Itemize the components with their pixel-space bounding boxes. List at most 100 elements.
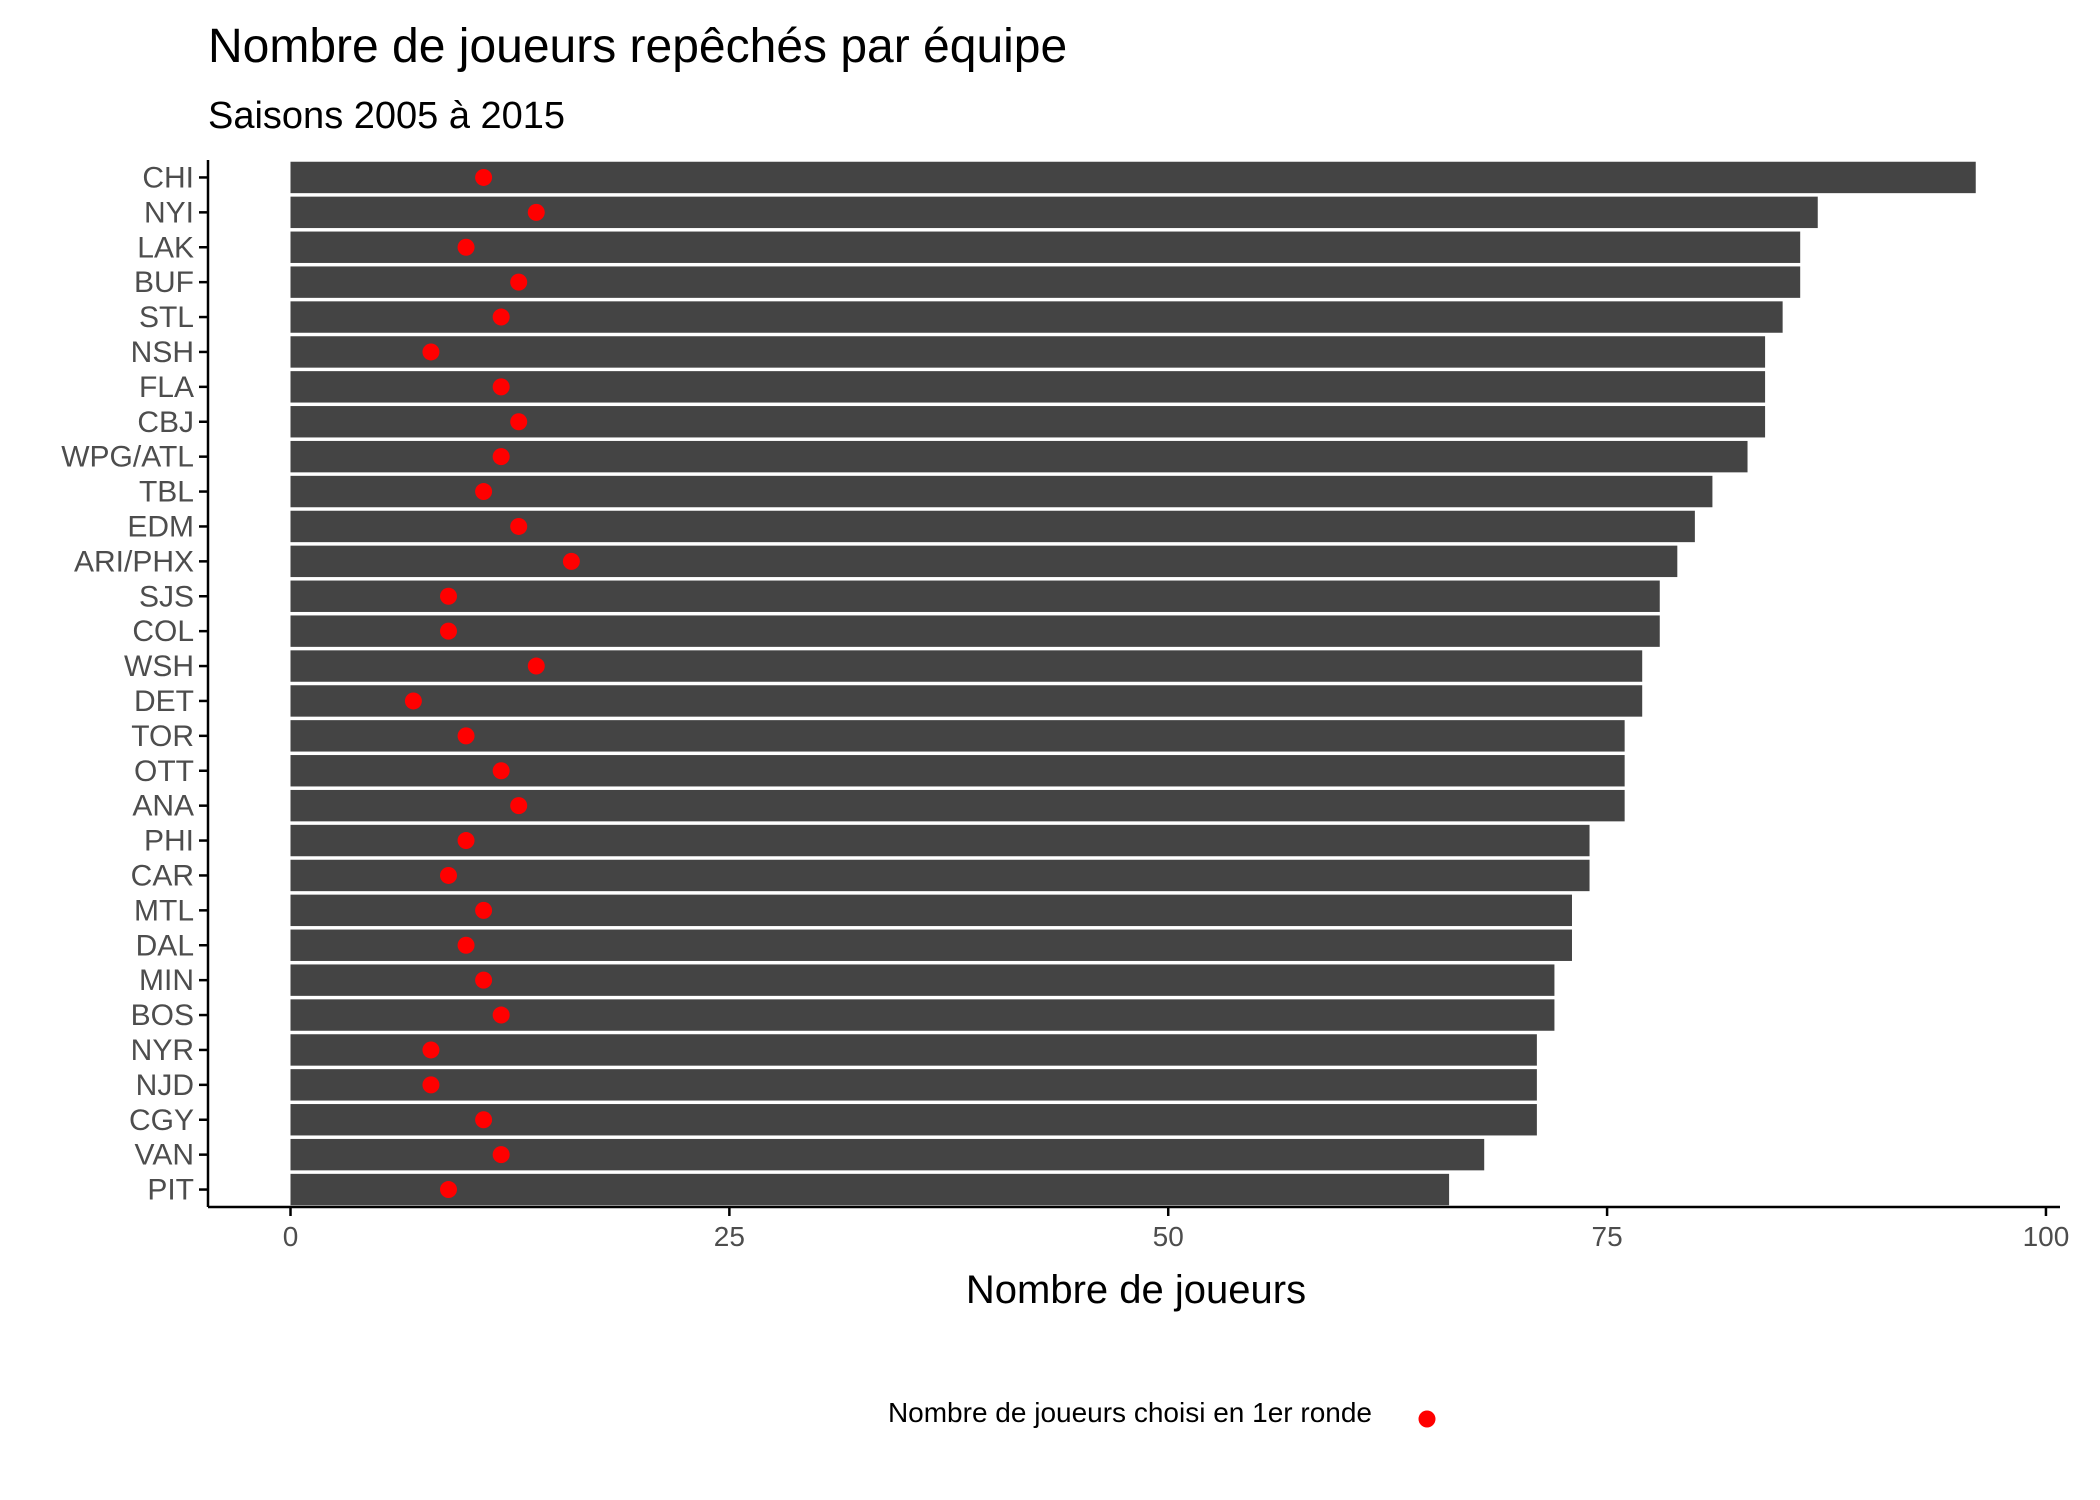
legend-marker [1418, 1410, 1436, 1428]
y-tick-label-fla: FLA [139, 371, 194, 404]
point-njd [422, 1076, 440, 1094]
legend-label: Nombre de joueurs choisi en 1er ronde [888, 1397, 1372, 1428]
bar-ott [290, 755, 1625, 787]
bar-nyi [290, 196, 1818, 229]
point-buf [510, 273, 528, 291]
bar-pit [290, 1173, 1450, 1206]
legend: Nombre de joueurs choisi en 1er ronde [888, 1397, 1436, 1428]
bar-stl [290, 301, 1783, 333]
y-tick-label-lak: LAK [137, 231, 194, 264]
bar-phi [290, 824, 1590, 857]
bar-cbj [290, 406, 1766, 438]
y-tick-label-dal: DAL [136, 929, 194, 962]
bar-wsh [290, 650, 1643, 682]
point-pit [439, 1181, 457, 1199]
bar-nyr [290, 1034, 1537, 1066]
x-tick-label: 100 [2023, 1221, 2070, 1252]
point-nyr [422, 1041, 440, 1059]
point-tor [457, 727, 475, 745]
x-tick-label: 25 [714, 1221, 745, 1252]
bar-sjs [290, 580, 1660, 612]
point-edm [510, 517, 528, 535]
point-mtl [475, 901, 493, 919]
plot-area: CHINYILAKBUFSTLNSHFLACBJWPG/ATLTBLEDMARI… [61, 161, 2069, 1252]
y-tick-label-cgy: CGY [129, 1104, 194, 1137]
y-tick-label-nsh: NSH [131, 336, 194, 369]
x-axis-label: Nombre de joueurs [966, 1268, 1306, 1312]
x-tick-label: 0 [283, 1221, 299, 1252]
point-ari-phx [562, 552, 580, 570]
point-sjs [439, 587, 457, 605]
bar-col [290, 615, 1660, 647]
point-fla [492, 378, 510, 396]
point-nsh [422, 343, 440, 361]
y-tick-label-tbl: TBL [139, 476, 194, 509]
bar-tbl [290, 475, 1713, 508]
point-ana [510, 797, 528, 815]
point-dal [457, 936, 475, 954]
chart-title: Nombre de joueurs repêchés par équipe [208, 20, 1067, 73]
x-tick-label: 75 [1592, 1221, 1623, 1252]
y-tick-label-ana: ANA [132, 790, 194, 823]
point-wsh [527, 657, 545, 675]
bar-mtl [290, 894, 1572, 927]
y-tick-label-nyi: NYI [144, 196, 194, 229]
bar-fla [290, 371, 1766, 403]
point-cbj [510, 413, 528, 431]
y-tick-label-ott: OTT [134, 755, 194, 788]
y-tick-label-edm: EDM [127, 510, 194, 543]
y-tick-label-tor: TOR [131, 720, 194, 753]
y-tick-label-bos: BOS [131, 999, 194, 1032]
y-tick-label-min: MIN [139, 964, 194, 997]
y-tick-label-car: CAR [131, 859, 194, 892]
bar-wpg-atl [290, 440, 1748, 473]
y-tick-label-chi: CHI [142, 161, 194, 194]
point-ott [492, 762, 510, 780]
bar-ari-phx [290, 545, 1678, 578]
point-phi [457, 832, 475, 850]
bar-chi [290, 161, 1976, 194]
y-tick-label-wsh: WSH [124, 650, 194, 683]
y-tick-label-pit: PIT [147, 1174, 194, 1207]
x-tick-label: 50 [1153, 1221, 1184, 1252]
y-tick-label-sjs: SJS [139, 580, 194, 613]
bar-min [290, 964, 1555, 996]
bar-bos [290, 999, 1555, 1031]
y-tick-label-cbj: CBJ [137, 406, 194, 439]
bar-buf [290, 266, 1801, 298]
point-bos [492, 1006, 510, 1024]
point-cgy [475, 1111, 493, 1129]
point-wpg-atl [492, 448, 510, 466]
point-tbl [475, 483, 493, 501]
point-det [404, 692, 422, 710]
bar-det [290, 685, 1643, 717]
point-nyi [527, 203, 545, 221]
point-col [439, 622, 457, 640]
y-tick-label-njd: NJD [136, 1069, 194, 1102]
bar-edm [290, 510, 1695, 543]
y-tick-label-van: VAN [135, 1139, 194, 1172]
point-car [439, 866, 457, 884]
y-tick-label-stl: STL [139, 301, 194, 334]
bar-nsh [290, 336, 1766, 368]
point-chi [475, 168, 493, 186]
y-tick-label-buf: BUF [134, 266, 194, 299]
bar-ana [290, 789, 1625, 822]
y-tick-label-col: COL [132, 615, 194, 648]
point-min [475, 971, 493, 989]
point-stl [492, 308, 510, 326]
bar-tor [290, 720, 1625, 752]
y-tick-label-ari-phx: ARI/PHX [74, 545, 194, 578]
bar-njd [290, 1069, 1537, 1101]
y-tick-label-det: DET [134, 685, 194, 718]
y-tick-label-phi: PHI [144, 825, 194, 858]
y-tick-label-mtl: MTL [134, 894, 194, 927]
bar-van [290, 1138, 1485, 1171]
point-lak [457, 238, 475, 256]
point-van [492, 1146, 510, 1164]
bar-cgy [290, 1104, 1537, 1136]
bar-car [290, 859, 1590, 892]
bar-lak [290, 231, 1801, 263]
y-tick-label-wpg-atl: WPG/ATL [61, 441, 194, 474]
